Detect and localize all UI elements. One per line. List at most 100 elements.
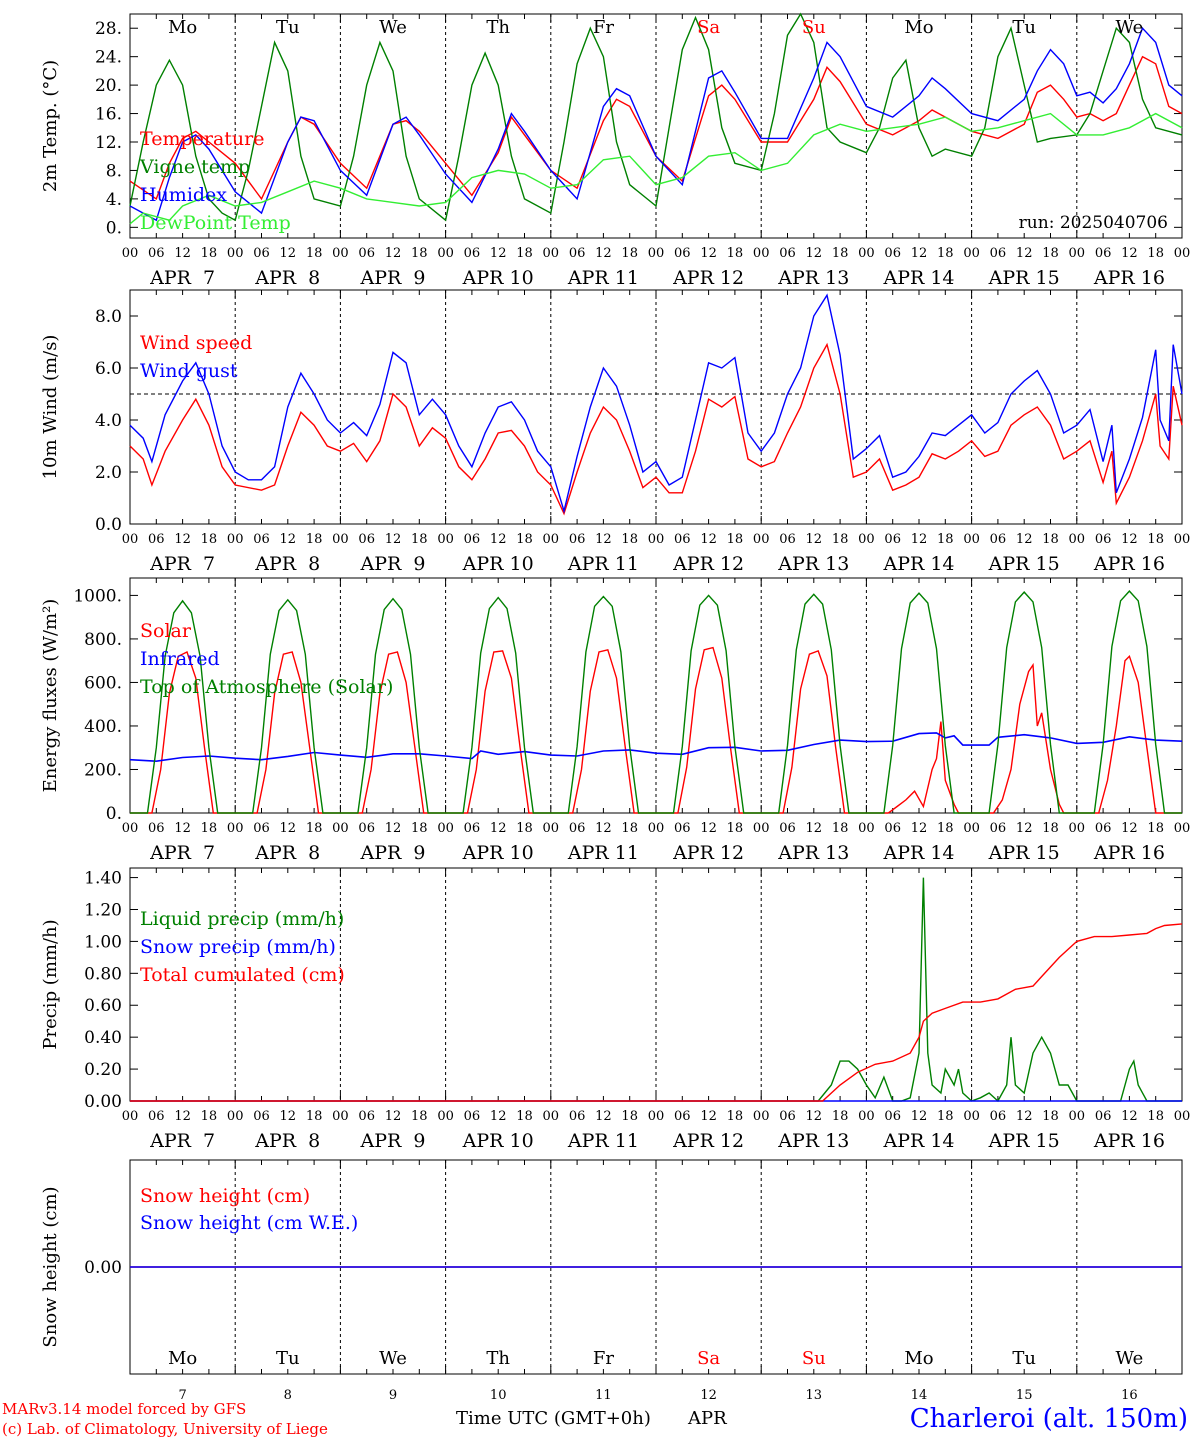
hour-label: 06 xyxy=(569,246,586,261)
hour-label: 12 xyxy=(280,532,297,547)
y-tick-label: 0.80 xyxy=(84,964,122,984)
hour-label: 00 xyxy=(648,1109,665,1124)
hour-label: 18 xyxy=(1147,821,1164,836)
hour-label: 12 xyxy=(595,1109,612,1124)
hour-label: 06 xyxy=(674,246,691,261)
hour-label: 00 xyxy=(753,246,770,261)
day-name: Mo xyxy=(904,17,933,38)
chart-panel-3: 0. 200. 400. 600. 800. 1000. Energy fluxes (W/… xyxy=(40,577,1191,864)
date-label: APR 7 xyxy=(149,1130,215,1152)
hour-label: 18 xyxy=(201,532,218,547)
date-number: 8 xyxy=(284,1388,292,1403)
hour-label: 00 xyxy=(1174,821,1191,836)
hour-label: 00 xyxy=(963,1109,980,1124)
day-name: Mo xyxy=(168,1348,197,1369)
hour-label: 06 xyxy=(358,821,375,836)
day-name: Mo xyxy=(168,17,197,38)
date-label: APR 11 xyxy=(567,1130,639,1152)
hour-label: 12 xyxy=(911,1109,928,1124)
hour-label: 00 xyxy=(648,246,665,261)
y-tick-label: 4.0 xyxy=(95,411,122,431)
hour-label: 18 xyxy=(516,246,533,261)
hour-label: 12 xyxy=(280,1109,297,1124)
hour-label: 00 xyxy=(437,246,454,261)
hour-label: 06 xyxy=(1095,532,1112,547)
date-label: APR 15 xyxy=(988,267,1060,289)
hour-label: 12 xyxy=(490,1109,507,1124)
hour-label: 06 xyxy=(990,246,1007,261)
hour-label: 00 xyxy=(1174,246,1191,261)
legend-entry: Top of Atmosphere (Solar) xyxy=(140,676,393,698)
legend-entry: Liquid precip (mm/h) xyxy=(140,908,344,930)
hour-label: 06 xyxy=(884,246,901,261)
y-tick-label: 12. xyxy=(95,133,122,153)
hour-label: 18 xyxy=(1042,246,1059,261)
hour-label: 18 xyxy=(832,246,849,261)
hour-label: 12 xyxy=(490,532,507,547)
panels: 0. 4. 8. 12. 16. 20. 24. 28. 2m Temp. (°C) Temper… xyxy=(40,12,1191,1403)
hour-label: 18 xyxy=(201,1109,218,1124)
hour-label: 00 xyxy=(122,821,139,836)
legend-entry: Total cumulated (cm) xyxy=(140,964,345,986)
y-tick-label: 1.40 xyxy=(84,869,122,889)
hour-label: 18 xyxy=(516,532,533,547)
date-number: 13 xyxy=(806,1388,823,1403)
hour-label: 12 xyxy=(174,246,191,261)
date-label: APR 15 xyxy=(988,553,1060,575)
date-label: APR 11 xyxy=(567,842,639,864)
y-axis-title: 2m Temp. (°C) xyxy=(40,60,61,192)
y-tick-label: 1000. xyxy=(73,586,122,606)
date-label: APR 11 xyxy=(567,267,639,289)
hour-label: 12 xyxy=(1121,246,1138,261)
date-label: APR 10 xyxy=(462,1130,534,1152)
y-tick-label: 0.00 xyxy=(84,1258,122,1278)
hour-label: 18 xyxy=(1147,532,1164,547)
hour-label: 06 xyxy=(464,532,481,547)
date-label: APR 13 xyxy=(777,842,849,864)
date-label: APR 9 xyxy=(360,267,426,289)
date-label: APR 12 xyxy=(672,1130,744,1152)
date-label: APR 7 xyxy=(149,553,215,575)
hour-label: 18 xyxy=(516,821,533,836)
date-label: APR 10 xyxy=(462,267,534,289)
hour-label: 00 xyxy=(1069,532,1086,547)
y-axis-title: Energy fluxes (W/m²) xyxy=(40,599,61,793)
hour-label: 18 xyxy=(937,246,954,261)
hour-label: 00 xyxy=(227,532,244,547)
legend-entry: Humidex xyxy=(140,184,227,206)
chart-panel-2: 0.0 2.0 4.0 6.0 8.0 10m Wind (m/s) Wind speed W… xyxy=(40,289,1190,575)
run-label: run: 2025040706 xyxy=(1019,213,1168,233)
hour-label: 06 xyxy=(253,246,270,261)
y-tick-label: 400. xyxy=(84,717,122,737)
hour-label: 00 xyxy=(1174,1109,1191,1124)
hour-label: 12 xyxy=(280,821,297,836)
date-label: APR 8 xyxy=(254,267,320,289)
hour-label: 00 xyxy=(122,532,139,547)
legend-entry: Infrared xyxy=(140,648,220,670)
hour-label: 00 xyxy=(858,246,875,261)
day-name: Sa xyxy=(697,1348,720,1369)
hour-label: 18 xyxy=(832,1109,849,1124)
hour-label: 00 xyxy=(858,1109,875,1124)
y-tick-label: 0.0 xyxy=(95,515,122,535)
hour-label: 12 xyxy=(806,246,823,261)
y-axis-title: 10m Wind (m/s) xyxy=(40,335,61,480)
date-label: APR 16 xyxy=(1093,842,1165,864)
hour-label: 12 xyxy=(806,532,823,547)
hour-label: 18 xyxy=(1147,246,1164,261)
day-name: We xyxy=(1116,17,1144,38)
hour-label: 06 xyxy=(1095,246,1112,261)
hour-label: 18 xyxy=(1042,1109,1059,1124)
hour-label: 06 xyxy=(358,532,375,547)
hour-label: 12 xyxy=(174,821,191,836)
hour-label: 06 xyxy=(464,821,481,836)
hour-label: 06 xyxy=(148,246,165,261)
date-number: 12 xyxy=(700,1388,717,1403)
hour-label: 00 xyxy=(753,821,770,836)
series-line xyxy=(129,293,1183,514)
hour-label: 06 xyxy=(1095,821,1112,836)
day-name: Fr xyxy=(593,17,614,38)
hour-label: 12 xyxy=(700,246,717,261)
hour-label: 18 xyxy=(201,821,218,836)
legend-entry: Wind gust xyxy=(140,360,238,382)
